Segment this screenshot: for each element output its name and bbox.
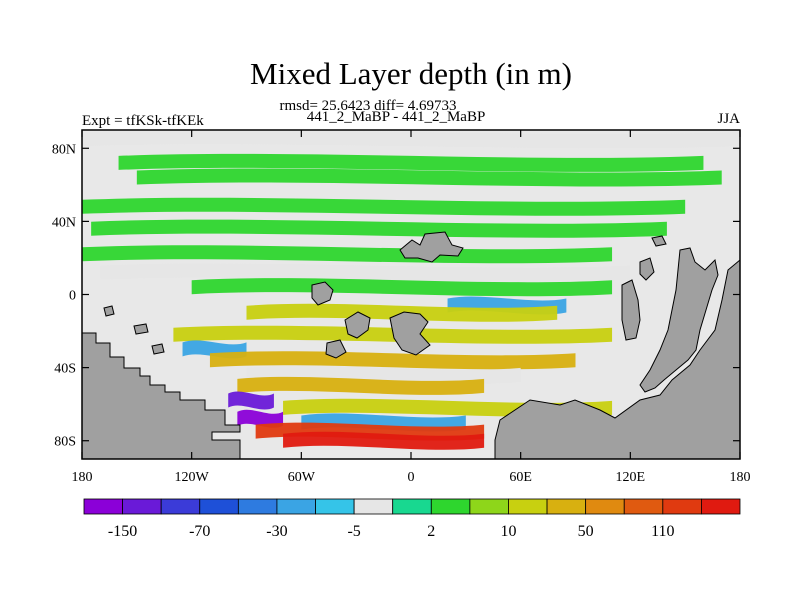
case-label: 441_2_MaBP - 441_2_MaBP [307,109,486,125]
field-band [173,325,613,344]
x-tick-label: 0 [408,470,415,485]
field-band [209,351,576,370]
colorbar-swatch [160,498,201,515]
colorbar-swatch [199,498,239,515]
season-label: JJA [717,111,740,127]
x-tick-label: 60E [509,470,532,485]
island-central-5 [325,339,347,359]
colorbar-swatch [83,498,123,515]
y-tick-label: 40S [54,362,76,377]
colorbar-label: 110 [651,523,674,540]
field-band [228,391,274,410]
island-north-east-2 [639,257,655,281]
colorbar-label: -5 [347,523,360,540]
colorbar-swatch [508,498,548,515]
colorbar-label: 2 [427,523,435,540]
x-tick-label: 180 [730,470,751,485]
field-band [82,130,740,149]
x-tick-label: 60W [288,470,316,485]
field-band [237,409,284,428]
field-band [191,278,613,297]
field-band [82,245,613,264]
colorbar-swatch [585,498,625,515]
island-east [621,279,641,341]
island-west-2 [133,323,149,335]
colorbar-swatch [623,498,664,515]
x-tick-label: 120E [616,470,646,485]
colorbar-label: 10 [500,523,516,540]
field-band [82,197,686,216]
field-band [237,376,485,395]
field-band [136,168,722,187]
y-tick-label: 40N [52,215,76,230]
colorbar-swatch [430,498,471,515]
x-axis: 180 120W 60W 0 60E 120E 180 [72,130,751,485]
colorbar-label: -150 [108,523,137,540]
field-band [118,153,704,172]
colorbar-swatch [469,498,509,515]
colorbar-swatch [353,498,394,515]
island-west-1 [103,305,115,317]
colorbar-swatch [237,498,278,515]
field-band [100,263,631,282]
colorbar-swatch [546,498,587,515]
island-central-4 [389,311,431,356]
field-band [283,431,485,450]
y-tick-label: 0 [69,289,76,304]
colorbar-label: 50 [578,523,594,540]
colorbar-swatch [662,498,702,515]
land-mass-east [639,247,719,393]
x-tick-label: 180 [72,470,93,485]
y-tick-label: 80N [52,142,76,157]
chart-title: Mixed Layer depth (in m) [250,56,572,91]
colorbar: -150 -70 -30 -5 2 10 50 110 [83,498,741,540]
colorbar-swatch [315,498,355,515]
y-axis: 80N 40N 0 40S 80S [52,142,740,450]
chart-subtitle: rmsd= 25.6423 diff= 4.69733 [279,98,456,114]
colorbar-label: -70 [189,523,210,540]
island-north-east [651,235,667,247]
colorbar-swatch [276,498,316,515]
island-central-1 [399,231,464,263]
colorbar-swatch [701,498,741,515]
land-mass-west [82,332,241,459]
colorbar-swatch [392,498,432,515]
island-central-2 [311,281,334,306]
experiment-label: Expt = tfKSk-tfKEk [82,113,204,129]
island-west-3 [151,343,165,355]
island-central-3 [344,311,371,339]
y-tick-label: 80S [54,435,76,450]
field-band [91,219,667,238]
land-mass-south [494,259,740,459]
colorbar-swatch [122,498,162,515]
colorbar-label: -30 [266,523,287,540]
x-tick-label: 120W [175,470,210,485]
